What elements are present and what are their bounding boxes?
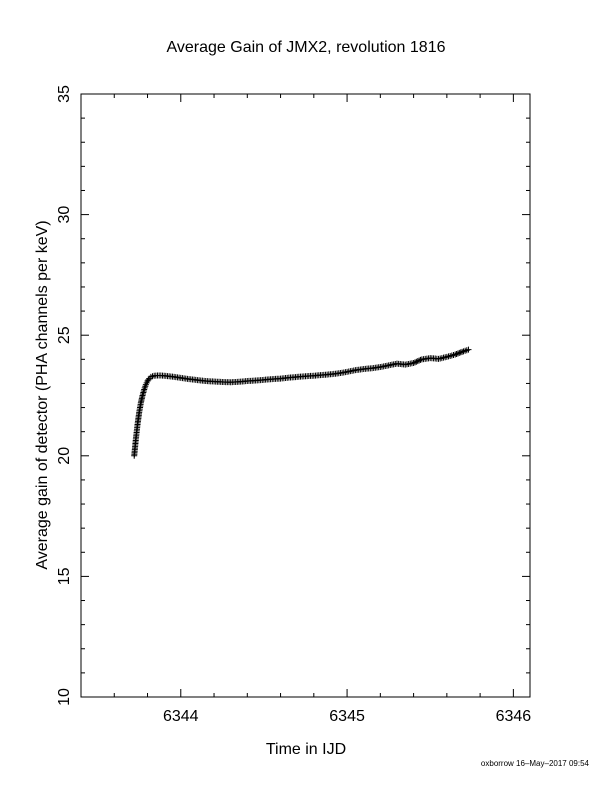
footer-credit: oxborrow 16–May–2017 09:54 <box>480 759 589 768</box>
data-point <box>465 346 472 353</box>
y-axis-label: Average gain of detector (PHA channels p… <box>34 220 51 569</box>
data-point <box>411 359 418 366</box>
plot-area: 6344 6345 6346 10 15 20 25 30 35 <box>56 85 531 725</box>
x-tick-label: 6346 <box>496 708 532 725</box>
x-tick-label: 6345 <box>329 708 365 725</box>
data-point <box>416 357 423 364</box>
data-point <box>456 349 463 356</box>
data-point <box>413 358 420 365</box>
data-point <box>457 349 464 356</box>
y-tick-label: 10 <box>56 688 73 706</box>
chart-title: Average Gain of JMX2, revolution 1816 <box>167 39 446 56</box>
x-axis-label: Time in IJD <box>266 741 346 758</box>
y-tick-label: 25 <box>56 326 73 344</box>
data-point <box>453 350 460 357</box>
data-point <box>417 356 424 363</box>
data-point <box>459 348 466 355</box>
data-point <box>414 358 421 365</box>
y-tick-label: 30 <box>56 206 73 224</box>
y-tick-label: 15 <box>56 567 73 585</box>
plot-frame <box>80 93 531 698</box>
data-point <box>454 350 461 357</box>
data-point <box>410 359 417 366</box>
x-tick-label: 6344 <box>163 708 199 725</box>
data-point <box>452 351 459 358</box>
y-tick-label: 35 <box>56 85 73 103</box>
y-tick-label: 20 <box>56 447 73 465</box>
